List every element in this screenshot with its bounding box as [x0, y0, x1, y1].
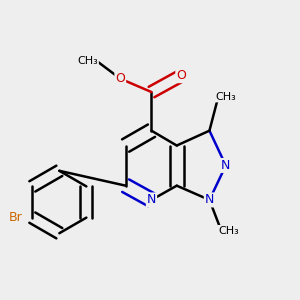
- Text: Br: Br: [9, 211, 23, 224]
- Text: O: O: [115, 72, 125, 85]
- Text: N: N: [221, 159, 230, 172]
- Text: CH₃: CH₃: [218, 226, 239, 236]
- Text: N: N: [147, 194, 156, 206]
- Text: CH₃: CH₃: [215, 92, 236, 101]
- Text: N: N: [205, 194, 214, 206]
- Text: O: O: [176, 69, 186, 82]
- Text: CH₃: CH₃: [77, 56, 98, 66]
